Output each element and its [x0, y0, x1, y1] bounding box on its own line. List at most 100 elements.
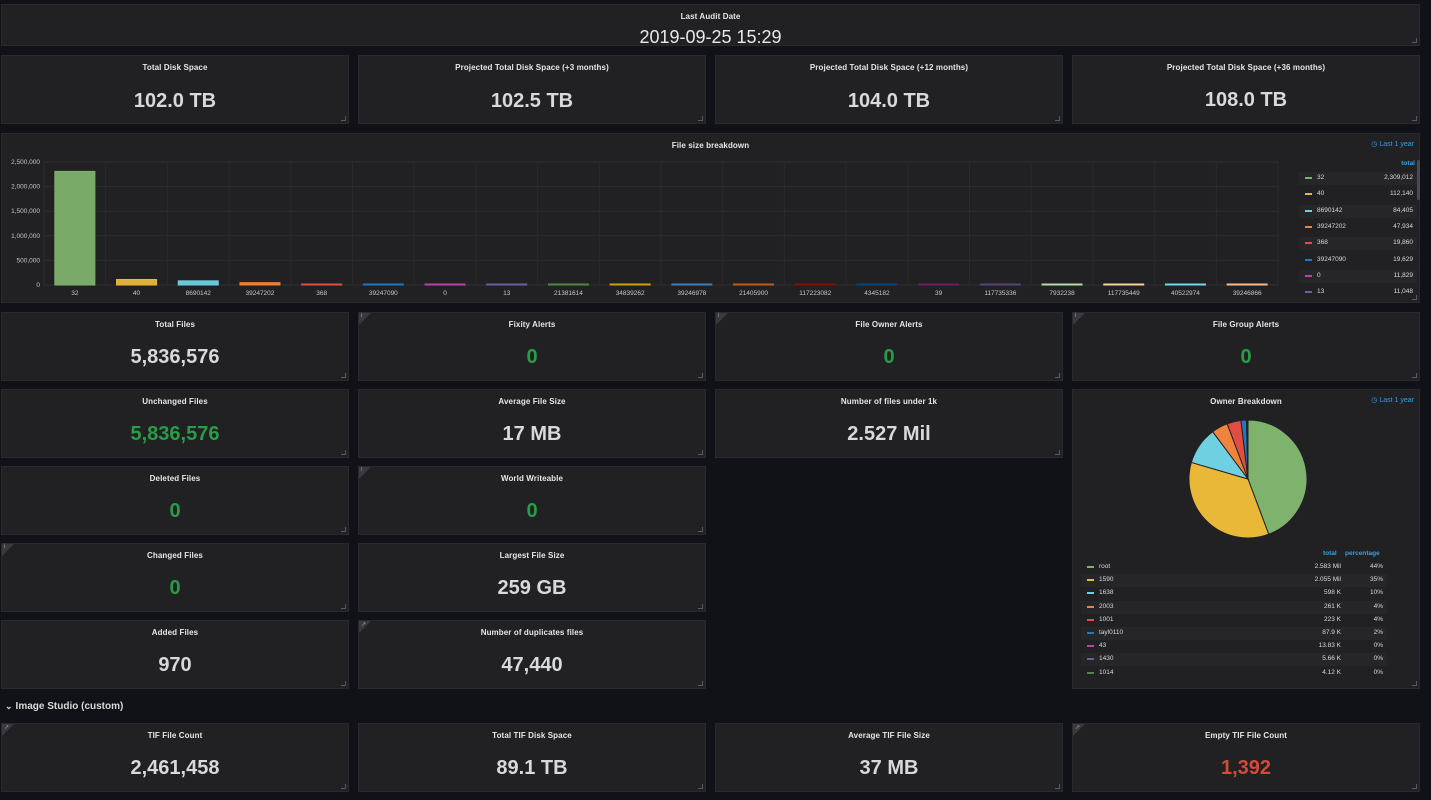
pie-slice — [1188, 461, 1270, 539]
link-icon[interactable]: ↗ — [2, 724, 14, 736]
owner-legend-item[interactable]: 1001 223 K 4% — [1081, 614, 1387, 627]
panel-value: 0 — [169, 500, 181, 522]
legend-swatch — [1305, 258, 1312, 261]
owner-legend-item[interactable]: 1638 598 K 10% — [1081, 587, 1387, 600]
owner-legend-item[interactable]: tayl0110 87.9 K 2% — [1081, 627, 1387, 640]
legend-swatch — [1087, 632, 1094, 634]
panel-title: Projected Total Disk Space (+36 months) — [1166, 63, 1326, 72]
legend-total: 5.66 K — [1322, 655, 1341, 663]
bar — [177, 280, 219, 286]
legend-swatch — [1305, 242, 1312, 245]
tif-average-size-panel[interactable]: Average TIF File Size 37 MB — [715, 723, 1063, 792]
projected-12m-panel[interactable]: Projected Total Disk Space (+12 months) … — [715, 55, 1063, 124]
legend-item[interactable]: 13 11,048 — [1299, 286, 1417, 299]
bar — [301, 283, 343, 286]
bar-chart[interactable]: 2,500,000 2,000,000 1,500,000 1,000,000 500,… — [2, 134, 1292, 302]
panel-value: 17 MB — [502, 423, 562, 445]
panel-title: Owner Breakdown — [1210, 397, 1282, 406]
x-tick-label: 117223082 — [799, 290, 831, 297]
legend-label: 0 — [1317, 271, 1321, 279]
panel-title: Added Files — [151, 628, 199, 637]
info-icon[interactable]: i — [359, 313, 371, 325]
panel-value: 102.5 TB — [490, 90, 574, 112]
panel-title: Changed Files — [147, 551, 203, 560]
legend-percentage: 4% — [1373, 615, 1383, 623]
files-under-1k-panel[interactable]: Number of files under 1k 2.527 Mil — [715, 389, 1063, 458]
legend-item[interactable]: 39247090 19,629 — [1299, 254, 1417, 267]
time-range-info[interactable]: ◷ Last 1 year — [1371, 397, 1414, 404]
x-tick-label: 39246866 — [1233, 290, 1262, 297]
clock-icon: ◷ — [1371, 141, 1378, 148]
owner-legend-item[interactable]: root 2.583 Mil 44% — [1081, 561, 1387, 574]
owner-legend-item[interactable]: 1590 2.055 Mil 35% — [1081, 574, 1387, 588]
panel-value: 5,836,576 — [130, 423, 220, 445]
info-icon[interactable]: i — [1073, 313, 1085, 325]
added-files-panel[interactable]: Added Files 970 — [1, 620, 349, 689]
largest-file-size-panel[interactable]: Largest File Size 259 GB — [358, 543, 706, 612]
legend-percentage: 4% — [1373, 602, 1383, 610]
fixity-alerts-panel[interactable]: i Fixity Alerts 0 — [358, 312, 706, 381]
file-group-alerts-panel[interactable]: i File Group Alerts 0 — [1072, 312, 1420, 381]
changed-files-panel[interactable]: i Changed Files 0 — [1, 543, 349, 612]
legend-scrollbar[interactable] — [1417, 160, 1420, 200]
legend-percentage: 0% — [1373, 668, 1383, 676]
file-size-panel[interactable]: File size breakdown ◷ Last 1 year 2,500,… — [1, 133, 1420, 303]
bar — [609, 283, 651, 286]
y-tick-label: 0 — [36, 282, 40, 289]
tif-count-panel[interactable]: ↗ TIF File Count 2,461,458 — [1, 723, 349, 792]
owner-legend-header-pct: percentage — [1345, 550, 1380, 557]
panel-title: Deleted Files — [149, 474, 201, 483]
link-icon[interactable]: ↗ — [1073, 724, 1085, 736]
row-header-label: Image Studio (custom) — [15, 701, 124, 712]
deleted-files-panel[interactable]: Deleted Files 0 — [1, 466, 349, 535]
unchanged-files-panel[interactable]: Unchanged Files 5,836,576 — [1, 389, 349, 458]
total-files-panel[interactable]: Total Files 5,836,576 — [1, 312, 349, 381]
total-disk-panel[interactable]: Total Disk Space 102.0 TB — [1, 55, 349, 124]
legend-item[interactable]: 32 2,309,012 — [1299, 172, 1417, 185]
link-icon[interactable]: ↗ — [359, 621, 371, 633]
projected-36m-panel[interactable]: Projected Total Disk Space (+36 months) … — [1072, 55, 1420, 124]
x-tick-label: 39247090 — [369, 290, 398, 297]
info-icon[interactable]: i — [716, 313, 728, 325]
projected-3m-panel[interactable]: Projected Total Disk Space (+3 months) 1… — [358, 55, 706, 124]
file-owner-alerts-panel[interactable]: i File Owner Alerts 0 — [715, 312, 1063, 381]
audit-panel[interactable]: Last Audit Date 2019-09-25 15:29 — [1, 4, 1420, 47]
legend-swatch — [1305, 177, 1312, 179]
legend-swatch — [1087, 579, 1094, 582]
world-writeable-panel[interactable]: i World Writeable 0 — [358, 466, 706, 535]
legend-total: 19,629 — [1393, 255, 1413, 263]
legend-item[interactable]: 39247202 47,934 — [1299, 221, 1417, 234]
bar — [1226, 283, 1268, 286]
panel-value: 89.1 TB — [496, 757, 568, 779]
owner-legend-item[interactable]: 1430 5.66 K 0% — [1081, 653, 1387, 667]
empty-tif-panel[interactable]: ↗ Empty TIF File Count 1,392 — [1072, 723, 1420, 792]
legend-item[interactable]: 0 11,829 — [1299, 269, 1417, 283]
panel-value: 37 MB — [859, 757, 919, 779]
panel-title: TIF File Count — [147, 731, 203, 740]
panel-title: Number of files under 1k — [840, 397, 938, 406]
average-file-size-panel[interactable]: Average File Size 17 MB — [358, 389, 706, 458]
panel-title: Projected Total Disk Space (+12 months) — [809, 63, 969, 72]
row-header-image-studio[interactable]: ⌄ Image Studio (custom) — [5, 701, 123, 712]
tif-disk-space-panel[interactable]: Total TIF Disk Space 89.1 TB — [358, 723, 706, 792]
owner-legend-item[interactable]: 43 13.83 K 0% — [1081, 640, 1387, 653]
legend-item[interactable]: 40 112,140 — [1299, 188, 1417, 201]
owner-legend-item[interactable]: 2003 261 K 4% — [1081, 600, 1387, 614]
panel-title: Average File Size — [498, 397, 566, 406]
bar — [486, 283, 528, 286]
legend-total: 11,829 — [1393, 271, 1413, 279]
legend-percentage: 35% — [1369, 576, 1383, 584]
duplicates-panel[interactable]: ↗ Number of duplicates files 47,440 — [358, 620, 706, 689]
owner-breakdown-panel[interactable]: Owner Breakdown ◷ Last 1 year total perc… — [1072, 389, 1420, 689]
legend-item[interactable]: 368 19,860 — [1299, 237, 1417, 251]
chevron-down-icon: ⌄ — [5, 701, 13, 711]
legend-total: 598 K — [1324, 589, 1341, 597]
pie-chart[interactable] — [1183, 414, 1313, 544]
legend-label: 1430 — [1099, 655, 1114, 663]
legend-item[interactable]: 8690142 84,405 — [1299, 204, 1417, 218]
owner-legend-item[interactable]: 1014 4.12 K 0% — [1081, 667, 1387, 680]
legend-percentage: 0% — [1373, 655, 1383, 663]
info-icon[interactable]: i — [359, 467, 371, 479]
info-icon[interactable]: i — [2, 544, 14, 556]
time-range-info[interactable]: ◷ Last 1 year — [1371, 141, 1414, 148]
